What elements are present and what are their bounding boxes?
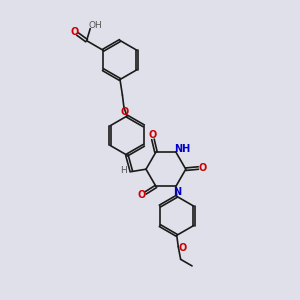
Text: O: O <box>199 163 207 173</box>
Text: H: H <box>120 166 126 175</box>
Text: O: O <box>120 107 129 117</box>
Text: NH: NH <box>174 144 190 154</box>
Text: O: O <box>149 130 157 140</box>
Text: O: O <box>70 27 79 37</box>
Text: N: N <box>173 187 181 197</box>
Text: O: O <box>179 243 187 253</box>
Text: O: O <box>137 190 146 200</box>
Text: OH: OH <box>89 21 103 30</box>
